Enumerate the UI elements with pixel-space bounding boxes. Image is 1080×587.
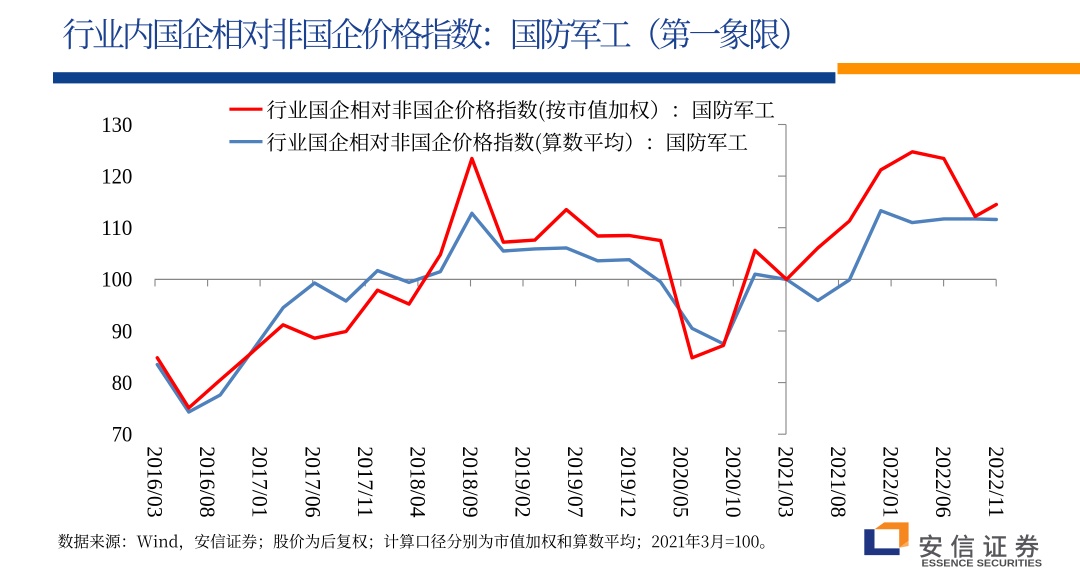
svg-text:2022/01: 2022/01 [879, 446, 904, 517]
svg-text:90: 90 [112, 318, 133, 343]
svg-text:2022/06: 2022/06 [931, 446, 956, 517]
svg-text:2021/03: 2021/03 [774, 446, 799, 517]
svg-text:2020/10: 2020/10 [721, 446, 746, 517]
svg-text:100: 100 [101, 267, 132, 292]
svg-text:2017/11: 2017/11 [353, 446, 378, 517]
svg-text:2017/01: 2017/01 [248, 446, 273, 517]
svg-text:130: 130 [101, 112, 132, 137]
svg-text:2018/04: 2018/04 [406, 446, 431, 517]
svg-text:2017/06: 2017/06 [300, 446, 325, 517]
svg-text:2016/03: 2016/03 [143, 446, 168, 517]
svg-text:2021/08: 2021/08 [826, 446, 851, 517]
svg-text:2018/09: 2018/09 [458, 446, 483, 517]
svg-text:120: 120 [101, 163, 132, 188]
svg-text:2022/11: 2022/11 [984, 446, 1009, 517]
svg-text:ESSENCE SECURITIES: ESSENCE SECURITIES [922, 558, 1043, 569]
svg-text:2020/05: 2020/05 [668, 446, 693, 517]
svg-text:2019/07: 2019/07 [563, 446, 588, 517]
svg-text:70: 70 [112, 422, 133, 447]
svg-text:2019/12: 2019/12 [616, 446, 641, 517]
svg-text:2016/08: 2016/08 [195, 446, 220, 517]
svg-text:80: 80 [112, 370, 133, 395]
svg-text:2019/02: 2019/02 [511, 446, 536, 517]
svg-text:110: 110 [101, 215, 132, 240]
